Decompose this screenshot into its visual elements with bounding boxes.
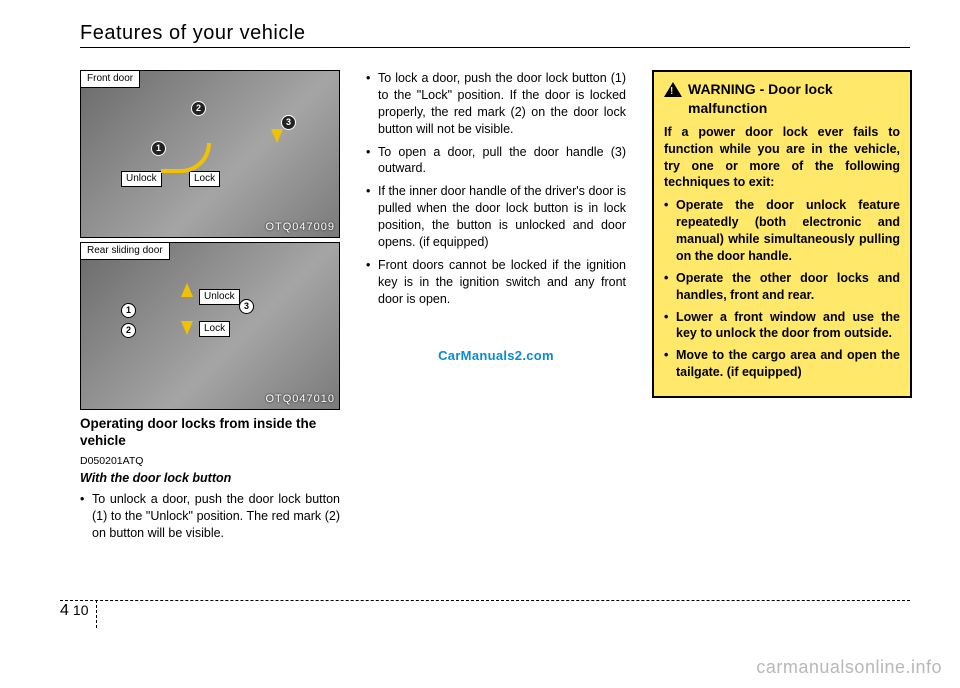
figure-front-door: Front door 1 2 3 Unlock Lock OTQ047009 (80, 70, 340, 238)
page-number: 10 (73, 602, 89, 618)
page-number-block: 4 10 (60, 600, 97, 628)
bullet-list: To unlock a door, push the door lock but… (80, 491, 340, 542)
page-header: Features of your vehicle (80, 22, 910, 48)
figure-code: OTQ047009 (265, 220, 335, 235)
column-1: Front door 1 2 3 Unlock Lock OTQ047009 R… (80, 70, 340, 547)
figure-label: Rear sliding door (81, 243, 170, 260)
warning-item: Move to the cargo area and open the tail… (664, 347, 900, 381)
tag-lock: Lock (189, 171, 220, 187)
callout-2: 2 (191, 101, 206, 116)
page-footer: 4 10 (60, 600, 910, 628)
tag-lock: Lock (199, 321, 230, 337)
warning-intro: If a power door lock ever fails to funct… (664, 124, 900, 192)
bullet-item: If the inner door handle of the driver's… (366, 183, 626, 251)
warning-title-row: WARNING - Door lock malfunction (664, 80, 900, 118)
chapter-number: 4 (60, 602, 69, 620)
arrow-down-icon (181, 321, 193, 335)
site-watermark: carmanualsonline.info (756, 657, 942, 678)
bullet-item: To lock a door, push the door lock butto… (366, 70, 626, 138)
callout-3: 3 (281, 115, 296, 130)
callout-2: 2 (121, 323, 136, 338)
column-3: WARNING - Door lock malfunction If a pow… (652, 70, 912, 547)
warning-title-main: WARNING (688, 81, 756, 97)
callout-1: 1 (121, 303, 136, 318)
bullet-item: To unlock a door, push the door lock but… (80, 491, 340, 542)
warning-box: WARNING - Door lock malfunction If a pow… (652, 70, 912, 398)
warning-list: Operate the door unlock feature repeated… (664, 197, 900, 381)
arrow-down-icon (271, 129, 283, 143)
bullet-list: To lock a door, push the door lock butto… (366, 70, 626, 307)
warning-triangle-icon (664, 82, 682, 97)
figure-code: OTQ047010 (265, 392, 335, 407)
bullet-item: Front doors cannot be locked if the igni… (366, 257, 626, 308)
warning-item: Lower a front window and use the key to … (664, 309, 900, 343)
content-columns: Front door 1 2 3 Unlock Lock OTQ047009 R… (80, 70, 910, 547)
section-code: D050201ATQ (80, 454, 340, 468)
arrow-up-icon (181, 283, 193, 297)
column-2: To lock a door, push the door lock butto… (366, 70, 626, 547)
section-heading: Operating door locks from inside the veh… (80, 416, 340, 450)
warning-title: WARNING - Door lock malfunction (688, 80, 900, 118)
figure-rear-door: Rear sliding door 1 2 3 Unlock Lock OTQ0… (80, 242, 340, 410)
watermark-text: CarManuals2.com (366, 347, 626, 365)
section-subheading: With the door lock button (80, 470, 340, 487)
bullet-item: To open a door, pull the door handle (3)… (366, 144, 626, 178)
callout-3: 3 (239, 299, 254, 314)
warning-item: Operate the door unlock feature repeated… (664, 197, 900, 265)
manual-page: Features of your vehicle Front door 1 2 … (0, 0, 960, 688)
tag-unlock: Unlock (121, 171, 162, 187)
figure-label: Front door (81, 71, 140, 88)
tag-unlock: Unlock (199, 289, 240, 305)
warning-item: Operate the other door locks and handles… (664, 270, 900, 304)
header-title: Features of your vehicle (80, 22, 305, 45)
arrow-curve-icon (161, 143, 211, 173)
